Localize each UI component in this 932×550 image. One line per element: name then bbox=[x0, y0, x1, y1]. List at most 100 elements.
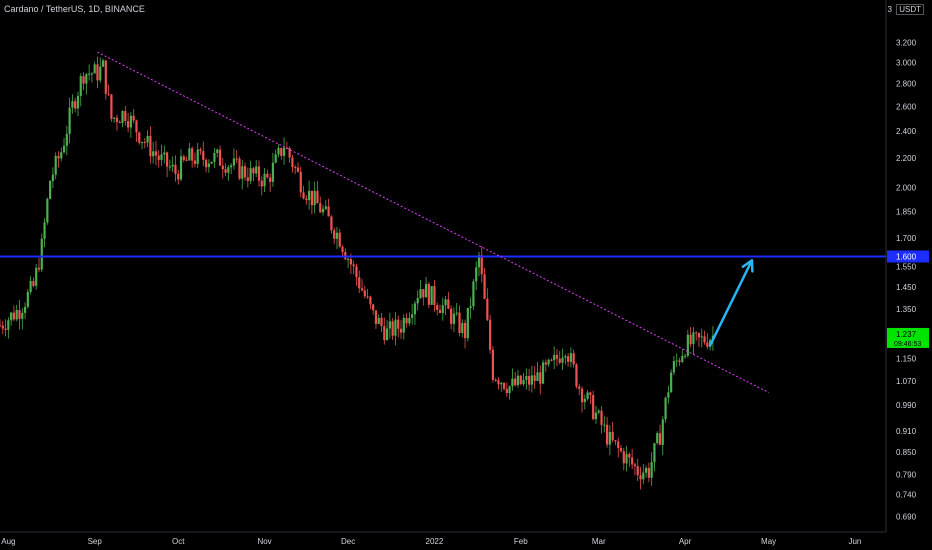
time-tick-label: Jun bbox=[848, 537, 861, 546]
candle-body bbox=[497, 380, 500, 385]
candle-body bbox=[583, 398, 586, 403]
candle-body bbox=[611, 431, 614, 441]
candle-body bbox=[489, 319, 492, 350]
candle-body bbox=[18, 310, 21, 319]
candle-body bbox=[252, 168, 255, 174]
candle-body bbox=[207, 163, 210, 168]
candle-body bbox=[500, 382, 503, 385]
candle-body bbox=[578, 386, 581, 389]
candle-body bbox=[600, 410, 603, 425]
price-tick-label: 2.400 bbox=[896, 127, 917, 136]
candle-body bbox=[327, 206, 330, 217]
price-tick-label: 1.700 bbox=[896, 234, 917, 243]
candle-body bbox=[703, 336, 706, 343]
candle-body bbox=[160, 154, 163, 160]
candle-body bbox=[85, 74, 88, 84]
candle-body bbox=[12, 312, 16, 320]
candle-body bbox=[135, 120, 138, 133]
currency-label: USDT bbox=[896, 4, 924, 15]
candle-body bbox=[152, 151, 155, 157]
candle-body bbox=[544, 362, 547, 365]
candle-body bbox=[355, 266, 358, 278]
price-countdown-label: 09:46:53 bbox=[894, 341, 921, 348]
candle-body bbox=[463, 322, 467, 339]
candle-body bbox=[647, 467, 650, 478]
candle-body bbox=[104, 60, 107, 94]
candle-body bbox=[650, 462, 653, 478]
candle-body bbox=[528, 376, 531, 385]
candle-body bbox=[625, 454, 628, 464]
candle-body bbox=[672, 361, 676, 373]
candle-body bbox=[592, 394, 595, 420]
candle-body bbox=[508, 386, 511, 394]
candle-body bbox=[444, 299, 447, 306]
candle-body bbox=[514, 378, 517, 386]
candle-body bbox=[689, 334, 692, 345]
candle-body bbox=[670, 372, 673, 393]
candle-body bbox=[594, 412, 598, 420]
candle-body bbox=[466, 307, 469, 339]
time-tick-label: Oct bbox=[172, 537, 185, 546]
candle-body bbox=[263, 173, 266, 187]
time-tick-label: May bbox=[761, 537, 776, 546]
candle-body bbox=[391, 321, 394, 336]
candle-body bbox=[274, 154, 277, 163]
candle-body bbox=[469, 306, 472, 308]
candle-body bbox=[664, 397, 667, 420]
candle-body bbox=[658, 433, 662, 445]
candle-body bbox=[65, 133, 68, 146]
candle-body bbox=[372, 304, 375, 311]
candle-body bbox=[402, 317, 405, 333]
candle-body bbox=[302, 192, 305, 199]
price-tick-label: 0.990 bbox=[896, 401, 917, 410]
candle-body bbox=[352, 264, 355, 267]
candle-body bbox=[32, 280, 35, 286]
candle-body bbox=[338, 232, 341, 247]
candle-body bbox=[335, 232, 339, 239]
trendline bbox=[97, 51, 769, 393]
candle-body bbox=[525, 376, 528, 380]
time-tick-label: Feb bbox=[514, 537, 528, 546]
candle-body bbox=[29, 280, 32, 293]
candle-body bbox=[277, 147, 280, 155]
candle-body bbox=[333, 230, 336, 239]
candle-body bbox=[249, 168, 252, 181]
candle-body bbox=[633, 464, 637, 467]
candle-body bbox=[642, 472, 645, 480]
currency-selector[interactable]: 3 USDT bbox=[888, 4, 924, 15]
candle-body bbox=[23, 306, 27, 313]
candle-body bbox=[394, 319, 397, 336]
candle-body bbox=[4, 328, 7, 330]
candle-body bbox=[619, 448, 623, 452]
candle-body bbox=[177, 173, 180, 180]
candle-body bbox=[569, 353, 572, 362]
time-tick-label: Aug bbox=[1, 537, 15, 546]
candle-body bbox=[43, 222, 46, 239]
candle-body bbox=[553, 355, 556, 361]
candle-body bbox=[536, 372, 539, 381]
candle-body bbox=[68, 107, 71, 134]
candle-body bbox=[447, 299, 450, 309]
candle-body bbox=[113, 117, 116, 119]
candle-body bbox=[93, 64, 96, 74]
price-tick-label: 3.000 bbox=[896, 58, 917, 67]
candle-body bbox=[589, 392, 592, 395]
candle-body bbox=[575, 364, 578, 387]
time-axis: Aug Sep Oct Nov Dec 2022 Feb Mar Apr May Jun bbox=[1, 537, 861, 546]
price-axis: 3.200 3.000 2.800 2.600 2.400 2.200 2.000 1.850… bbox=[896, 38, 917, 521]
overlays-layer: 1.600 1.237 09:46:53 bbox=[0, 51, 929, 393]
candle-body bbox=[21, 312, 24, 319]
candle-body bbox=[294, 167, 297, 169]
time-tick-label: 2022 bbox=[426, 537, 444, 546]
candle-body bbox=[15, 310, 18, 320]
candle-body bbox=[282, 147, 286, 156]
candle-body bbox=[541, 362, 545, 384]
candle-body bbox=[505, 388, 508, 394]
candle-body bbox=[288, 148, 291, 158]
candle-body bbox=[146, 135, 149, 143]
time-tick-label: Mar bbox=[592, 537, 606, 546]
candle-body bbox=[341, 246, 344, 252]
candle-body bbox=[90, 73, 93, 75]
price-tick-label: 1.070 bbox=[896, 377, 917, 386]
